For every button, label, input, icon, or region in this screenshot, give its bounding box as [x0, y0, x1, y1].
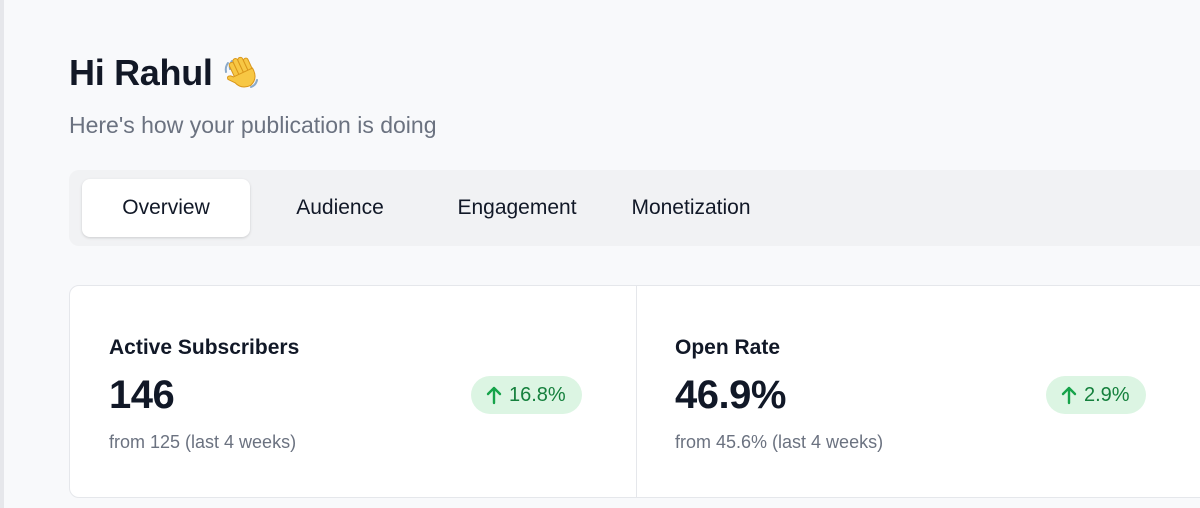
page-title: Hi Rahul — [69, 52, 213, 93]
tab-overview[interactable]: Overview — [82, 179, 250, 237]
stat-card-active-subscribers: Active Subscribers 146 16.8% from 125 (l… — [70, 286, 636, 497]
tab-monetization[interactable]: Monetization — [631, 196, 751, 219]
greeting-header: Hi Rahul — [69, 52, 261, 94]
tab-bar: Overview Audience Engagement Monetizatio… — [69, 170, 1200, 246]
stat-label: Open Rate — [675, 336, 781, 359]
change-badge: 2.9% — [1046, 376, 1146, 414]
stat-label: Active Subscribers — [109, 336, 300, 359]
change-value: 2.9% — [1084, 383, 1130, 406]
stat-comparison: from 125 (last 4 weeks) — [109, 432, 297, 452]
page-subtitle: Here's how your publication is doing — [69, 112, 437, 138]
waving-hand-icon — [221, 53, 261, 93]
change-badge: 16.8% — [471, 376, 582, 414]
stat-card-open-rate: Open Rate 46.9% 2.9% from 45.6% (last 4 … — [637, 286, 1200, 497]
arrow-up-icon — [485, 385, 503, 405]
tab-audience[interactable]: Audience — [296, 196, 384, 219]
stat-comparison: from 45.6% (last 4 weeks) — [675, 432, 884, 452]
card-divider — [636, 286, 637, 497]
tab-engagement[interactable]: Engagement — [457, 196, 577, 219]
change-value: 16.8% — [509, 383, 566, 406]
stat-value: 46.9% — [675, 373, 786, 417]
stats-cards: Active Subscribers 146 16.8% from 125 (l… — [69, 285, 1200, 498]
arrow-up-icon — [1060, 385, 1078, 405]
stat-value: 146 — [109, 373, 175, 417]
